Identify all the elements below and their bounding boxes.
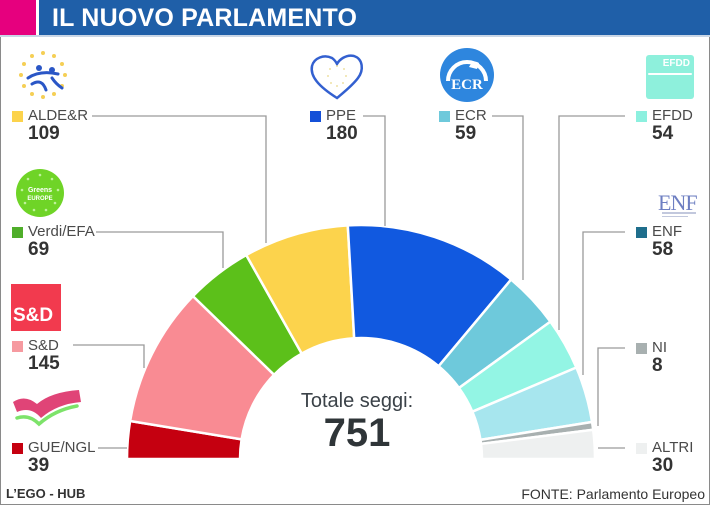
leader-line-ni xyxy=(597,347,625,426)
ecr-logo-icon: ECR xyxy=(440,48,494,102)
efdd-logo-icon: EFDD xyxy=(646,55,694,99)
leader-line-alde xyxy=(92,115,267,243)
legend-swatch xyxy=(636,342,647,354)
legend-item-efdd: EFDD 54 xyxy=(636,108,693,144)
legend-item-verdi: Verdi/EFA 69 xyxy=(12,224,95,260)
source-label: FONTE: Parlamento Europeo xyxy=(521,486,705,502)
legend-item-sd: S&D 145 xyxy=(12,338,60,374)
legend-item-altri: ALTRI 30 xyxy=(636,440,693,476)
legend-item-enf: ENF 58 xyxy=(636,224,682,260)
gue-logo-icon xyxy=(13,390,81,427)
header-bar xyxy=(39,0,710,35)
alde-logo-icon xyxy=(19,51,67,99)
legend-item-alde: ALDE&R 109 xyxy=(12,108,88,144)
legend-swatch xyxy=(12,340,23,352)
leader-line-sd xyxy=(73,344,145,368)
legend-swatch xyxy=(636,110,647,122)
legend-swatch xyxy=(310,110,321,122)
credit-label: L’EGO - HUB xyxy=(6,486,86,501)
total-seats-value: 751 xyxy=(323,411,391,455)
leader-line-ecr xyxy=(492,115,524,280)
arc-altri xyxy=(479,428,597,461)
legend-item-gue: GUE/NGL 39 xyxy=(12,440,96,476)
legend-swatch xyxy=(12,110,23,122)
leader-lines xyxy=(73,115,625,449)
efdd-logo-swoosh xyxy=(648,73,692,75)
greens-logo-icon: Greens EUROPE xyxy=(16,169,64,217)
legend-swatch xyxy=(12,226,23,238)
legend-swatch xyxy=(12,442,23,454)
legend-swatch xyxy=(636,226,647,238)
svg-text:EUROPE: EUROPE xyxy=(27,196,52,202)
leader-line-verdi xyxy=(96,231,224,268)
leader-line-efdd xyxy=(558,115,625,330)
header-rule xyxy=(0,35,710,37)
total-seats: Totale seggi: 751 xyxy=(262,390,452,454)
header: IL NUOVO PARLAMENTO xyxy=(0,0,710,37)
legend-swatch xyxy=(636,442,647,454)
legend-item-ecr: ECR 59 xyxy=(439,108,487,144)
legend-item-ni: NI 8 xyxy=(636,340,667,376)
enf-logo-icon: ENF xyxy=(658,190,698,217)
total-seats-label: Totale seggi: xyxy=(300,390,414,412)
legend-swatch xyxy=(439,110,450,122)
svg-text:ECR: ECR xyxy=(451,77,483,93)
leader-line-ppe xyxy=(363,115,386,226)
page-title: IL NUOVO PARLAMENTO xyxy=(52,4,358,32)
hemicycle-arcs xyxy=(125,223,597,461)
ppe-heart-logo-icon xyxy=(310,54,363,100)
leader-line-enf xyxy=(582,231,625,375)
sd-logo-icon: S&D xyxy=(11,284,61,331)
header-accent xyxy=(0,0,36,35)
legend-item-ppe: PPE 180 xyxy=(310,108,358,144)
svg-text:Greens: Greens xyxy=(28,187,52,194)
